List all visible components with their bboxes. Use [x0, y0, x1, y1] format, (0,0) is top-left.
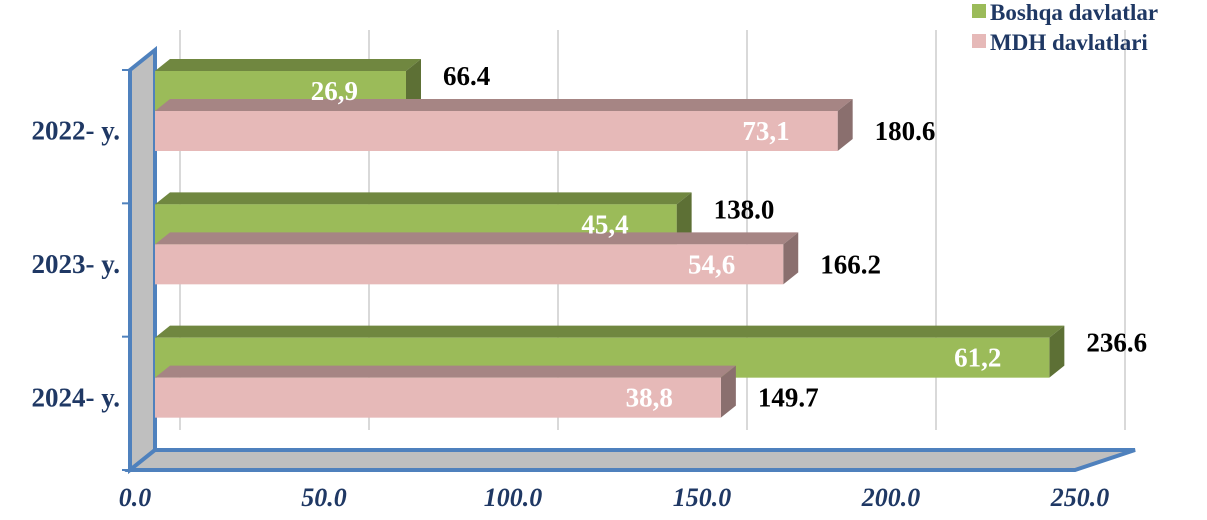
legend-label: MDH davlatlari — [990, 30, 1148, 55]
share-label: 61,2 — [954, 343, 1001, 373]
category-label: 2023- y. — [31, 249, 120, 279]
share-label: 38,8 — [626, 383, 673, 413]
x-tick-label: 150.0 — [673, 483, 732, 512]
legend-label: Boshqa davlatlar — [990, 0, 1158, 25]
axes: 0.0 50.0 100.0 150.0 200.0 250.0 — [119, 69, 1110, 512]
value-label: 180.6 — [875, 116, 936, 146]
bar-side-face — [720, 365, 736, 418]
bar-top-face — [155, 325, 1065, 338]
bars — [155, 59, 1065, 418]
bar — [155, 111, 838, 151]
bar-top-face — [155, 99, 853, 111]
legend-swatch — [972, 4, 986, 18]
legend-swatch — [972, 34, 986, 48]
bar-side-face — [783, 232, 799, 285]
value-label: 166.2 — [820, 249, 881, 279]
x-tick-label: 100.0 — [484, 483, 543, 512]
bar — [155, 244, 784, 285]
value-label: 149.7 — [758, 383, 819, 413]
left-wall — [128, 45, 157, 475]
x-tick-label: 50.0 — [301, 483, 347, 512]
legend: Boshqa davlatlar MDH davlatlari — [972, 0, 1158, 55]
bar-side-face — [1049, 325, 1065, 378]
data-labels: 26,9 66.4 73,1 180.6 2022- y. 45,4 138.0 54,6 16… — [31, 61, 1147, 413]
x-tick-label: 250.0 — [1050, 483, 1110, 512]
bar-top-face — [155, 365, 736, 378]
chart-wall — [128, 45, 157, 475]
category-label: 2022- y. — [31, 116, 120, 146]
bar-side-face — [676, 192, 692, 245]
share-label: 26,9 — [311, 76, 358, 106]
bar-top-face — [155, 59, 421, 71]
share-label: 54,6 — [688, 249, 735, 279]
share-label: 45,4 — [581, 209, 628, 239]
bar-top-face — [155, 192, 692, 205]
x-tick-label: 0.0 — [119, 483, 152, 512]
bar-side-face — [405, 59, 421, 111]
share-label: 73,1 — [742, 116, 789, 146]
chart-floor — [124, 448, 1136, 472]
value-label: 236.6 — [1086, 328, 1147, 358]
value-label: 66.4 — [443, 61, 490, 91]
floor — [124, 448, 1136, 472]
bar-side-face — [837, 99, 853, 151]
category-label: 2024- y. — [31, 382, 120, 412]
bar-top-face — [155, 232, 799, 245]
x-tick-label: 200.0 — [861, 483, 921, 512]
value-label: 138.0 — [714, 194, 775, 224]
bar — [155, 377, 721, 418]
